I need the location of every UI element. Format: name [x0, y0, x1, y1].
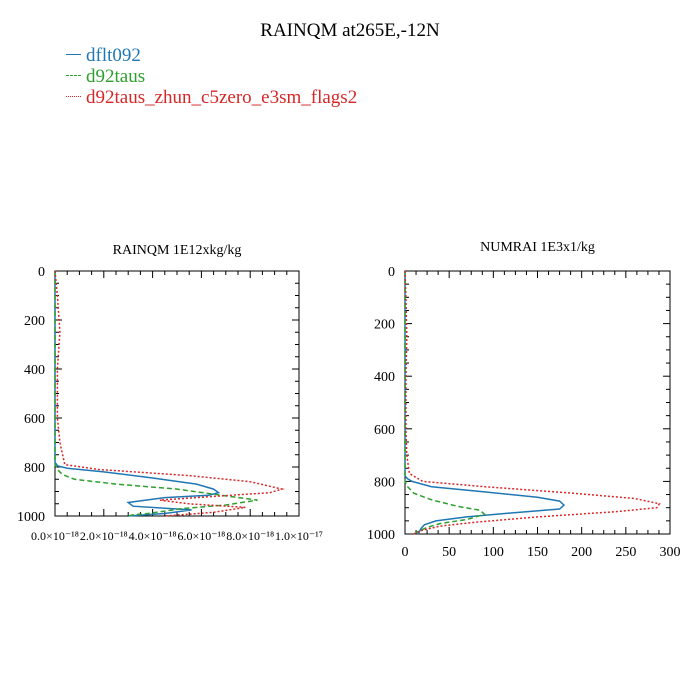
y-tick-label: 800: [24, 461, 45, 476]
legend-item-d92taus: d92taus: [66, 66, 357, 87]
legend-item-d92taus-zhun: d92taus_zhun_c5zero_e3sm_flags2: [66, 87, 357, 108]
legend-label-d92taus-zhun: d92taus_zhun_c5zero_e3sm_flags2: [86, 87, 358, 108]
chart-1-series-3-line: [54, 270, 285, 517]
x-tick-label: 50: [442, 545, 456, 560]
legend-swatch-dflt092: [66, 54, 81, 56]
y-tick-label: 600: [24, 412, 45, 427]
x-tick-label: 300: [660, 545, 681, 560]
y-tick-label: 0: [38, 265, 45, 280]
page-title: RAINQM at265E,-12N: [260, 20, 440, 41]
chart-1-frame: [54, 270, 300, 517]
y-tick-label: 200: [24, 314, 45, 329]
legend-label-dflt092: dflt092: [86, 45, 141, 66]
y-tick-label: 800: [374, 475, 395, 490]
y-tick-label: 0: [388, 265, 395, 280]
y-tick-label: 200: [374, 318, 395, 333]
legend-swatch-d92taus: [66, 75, 81, 77]
chart-2-title: NUMRAI 1E3x1/kg: [480, 240, 595, 255]
legend: dflt092 d92taus d92taus_zhun_c5zero_e3sm…: [66, 45, 357, 108]
y-tick-label: 1000: [367, 528, 395, 543]
chart-1-series-2-line: [54, 271, 258, 517]
x-tick-label: 150: [527, 545, 548, 560]
y-tick-label: 600: [374, 423, 395, 438]
y-tick-label: 1000: [17, 510, 45, 525]
x-tick-label: 0.0×10⁻¹⁸: [31, 529, 79, 543]
chart-1-series-1-line: [54, 271, 221, 517]
legend-label-d92taus: d92taus: [86, 66, 146, 87]
y-tick-label: 400: [374, 370, 395, 385]
chart-2-series-2-line: [404, 271, 486, 535]
x-tick-label: 6.0×10⁻¹⁸: [177, 529, 225, 543]
legend-item-dflt092: dflt092: [66, 45, 357, 66]
x-tick-label: 200: [571, 545, 592, 560]
x-tick-label: 1.0×10⁻¹⁷: [275, 529, 323, 543]
x-tick-label: 8.0×10⁻¹⁸: [226, 529, 274, 543]
legend-swatch-d92taus-zhun: [66, 96, 81, 98]
chart-2-series-3-line: [404, 270, 661, 535]
x-tick-label: 0: [402, 545, 409, 560]
x-tick-label: 100: [483, 545, 504, 560]
y-tick-label: 400: [24, 363, 45, 378]
x-tick-label: 250: [615, 545, 636, 560]
x-tick-label: 2.0×10⁻¹⁸: [80, 529, 128, 543]
chart-1-title: RAINQM 1E12xkg/kg: [113, 243, 242, 258]
chart-2-frame: [404, 270, 671, 535]
chart-2-series-1-line: [404, 271, 566, 535]
x-tick-label: 4.0×10⁻¹⁸: [129, 529, 177, 543]
